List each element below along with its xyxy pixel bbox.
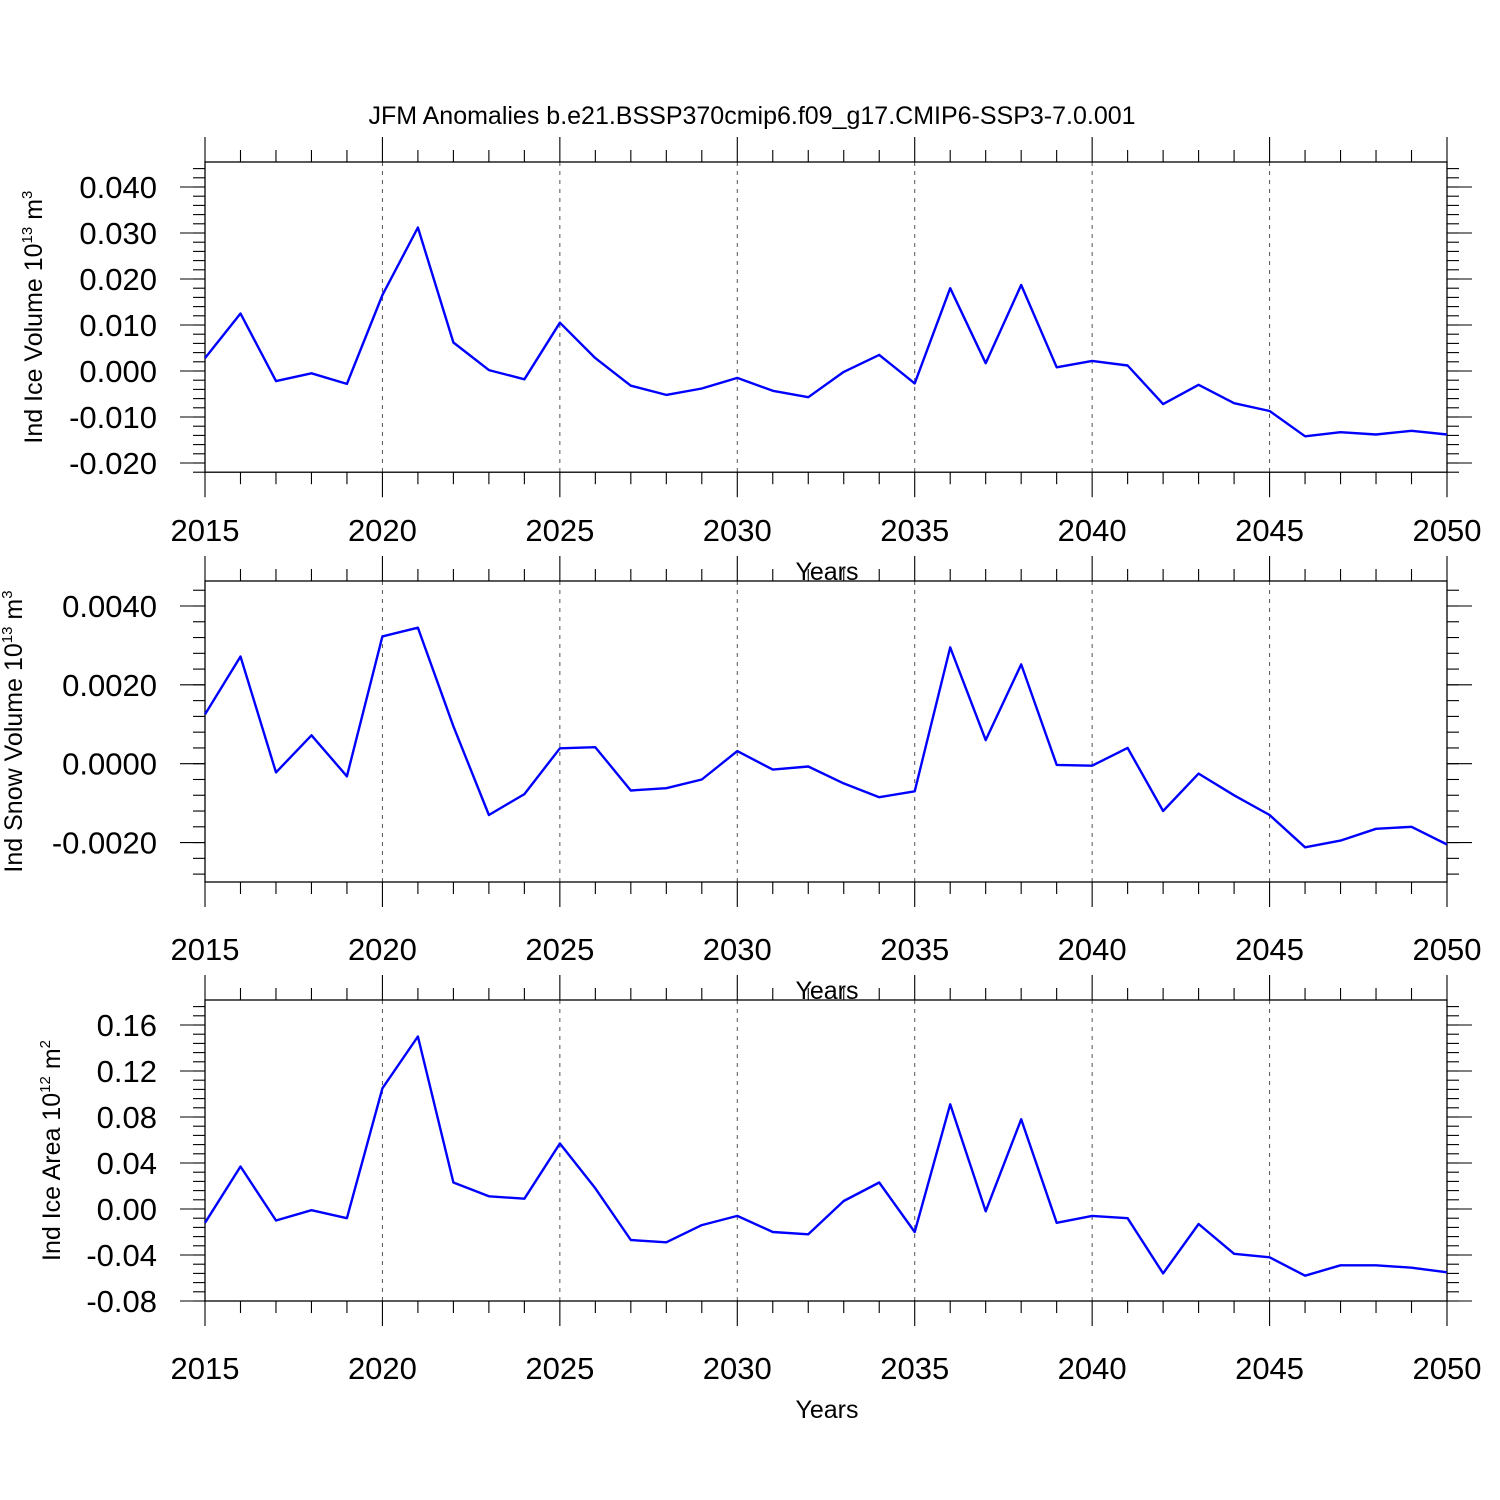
- x-tick-label: 2025: [525, 932, 594, 967]
- y-tick-label: 0.010: [79, 308, 157, 343]
- panel-1: -0.020 -0.010 0.000 0.010 0.020 0.030 0.040 201…: [19, 137, 1481, 586]
- chart-title: JFM Anomalies b.e21.BSSP370cmip6.f09_g17…: [368, 102, 1135, 130]
- series-line-ind-snow-volume: [203, 626, 1448, 849]
- y-tick-label: 0.12: [97, 1054, 157, 1089]
- x-tick-label: 2045: [1235, 513, 1304, 548]
- panels: -0.020 -0.010 0.000 0.010 0.020 0.030 0.040 201…: [0, 137, 1481, 1424]
- y-axis-title: Ind Ice Area 1012 m2: [37, 1040, 66, 1261]
- x-tick-label: 2015: [171, 513, 240, 548]
- y-axis-title: Ind Snow Volume 1013 m3: [0, 590, 28, 872]
- plot-frame: [204, 580, 1448, 883]
- x-tick-label: 2040: [1058, 1351, 1127, 1386]
- y-tick-label: -0.04: [86, 1238, 157, 1273]
- y-tick-label: 0.00: [97, 1192, 157, 1227]
- x-tick-label: 2030: [703, 513, 772, 548]
- x-tick-label: 2030: [703, 1351, 772, 1386]
- x-tick-label: 2050: [1413, 513, 1482, 548]
- x-tick-label: 2050: [1413, 1351, 1482, 1386]
- x-axis-title: Years: [795, 1396, 858, 1424]
- x-tick-label: 2025: [525, 513, 594, 548]
- x-axis-title: Years: [795, 977, 858, 1005]
- x-tick-label: 2030: [703, 932, 772, 967]
- y-tick-label: 0.020: [79, 262, 157, 297]
- y-tick-label: -0.020: [69, 446, 157, 481]
- y-tick-label: 0.000: [79, 354, 157, 389]
- y-tick-label: 0.0040: [62, 589, 157, 624]
- panel-3: -0.08 -0.04 0.00 0.04 0.08 0.12 0.16 2015 2020 20…: [37, 975, 1481, 1424]
- y-tick-label: -0.08: [86, 1284, 157, 1319]
- x-tick-label: 2035: [880, 513, 949, 548]
- y-tick-label: 0.04: [97, 1146, 157, 1181]
- y-tick-label: -0.010: [69, 400, 157, 435]
- y-tick-label: 0.030: [79, 216, 157, 251]
- x-tick-label: 2045: [1235, 1351, 1304, 1386]
- x-axis-title: Years: [795, 558, 858, 586]
- x-tick-label: 2040: [1058, 513, 1127, 548]
- x-tick-label: 2050: [1413, 932, 1482, 967]
- x-tick-label: 2020: [348, 513, 417, 548]
- y-tick-label: 0.040: [79, 170, 157, 205]
- x-tick-label: 2045: [1235, 932, 1304, 967]
- x-tick-label: 2015: [171, 932, 240, 967]
- panel-2: -0.0020 0.0000 0.0020 0.0040 2015 2020 2025 203…: [0, 556, 1481, 1005]
- x-tick-label: 2035: [880, 932, 949, 967]
- y-tick-label: -0.0020: [52, 826, 157, 861]
- x-tick-label: 2020: [348, 932, 417, 967]
- y-axis-title: Ind Ice Volume 1013 m3: [19, 191, 48, 444]
- plot-frame: [204, 999, 1448, 1302]
- x-tick-label: 2020: [348, 1351, 417, 1386]
- x-tick-label: 2035: [880, 1351, 949, 1386]
- series-line-ind-ice-volume: [204, 226, 1448, 438]
- series-line-ind-ice-area: [203, 1035, 1448, 1277]
- x-tick-label: 2040: [1058, 932, 1127, 967]
- y-tick-label: 0.16: [97, 1008, 157, 1043]
- x-tick-label: 2015: [171, 1351, 240, 1386]
- x-tick-label: 2025: [525, 1351, 594, 1386]
- y-tick-label: 0.08: [97, 1100, 157, 1135]
- y-tick-label: 0.0020: [62, 668, 157, 703]
- plot-frame: [204, 161, 1448, 473]
- y-tick-label: 0.0000: [62, 747, 157, 782]
